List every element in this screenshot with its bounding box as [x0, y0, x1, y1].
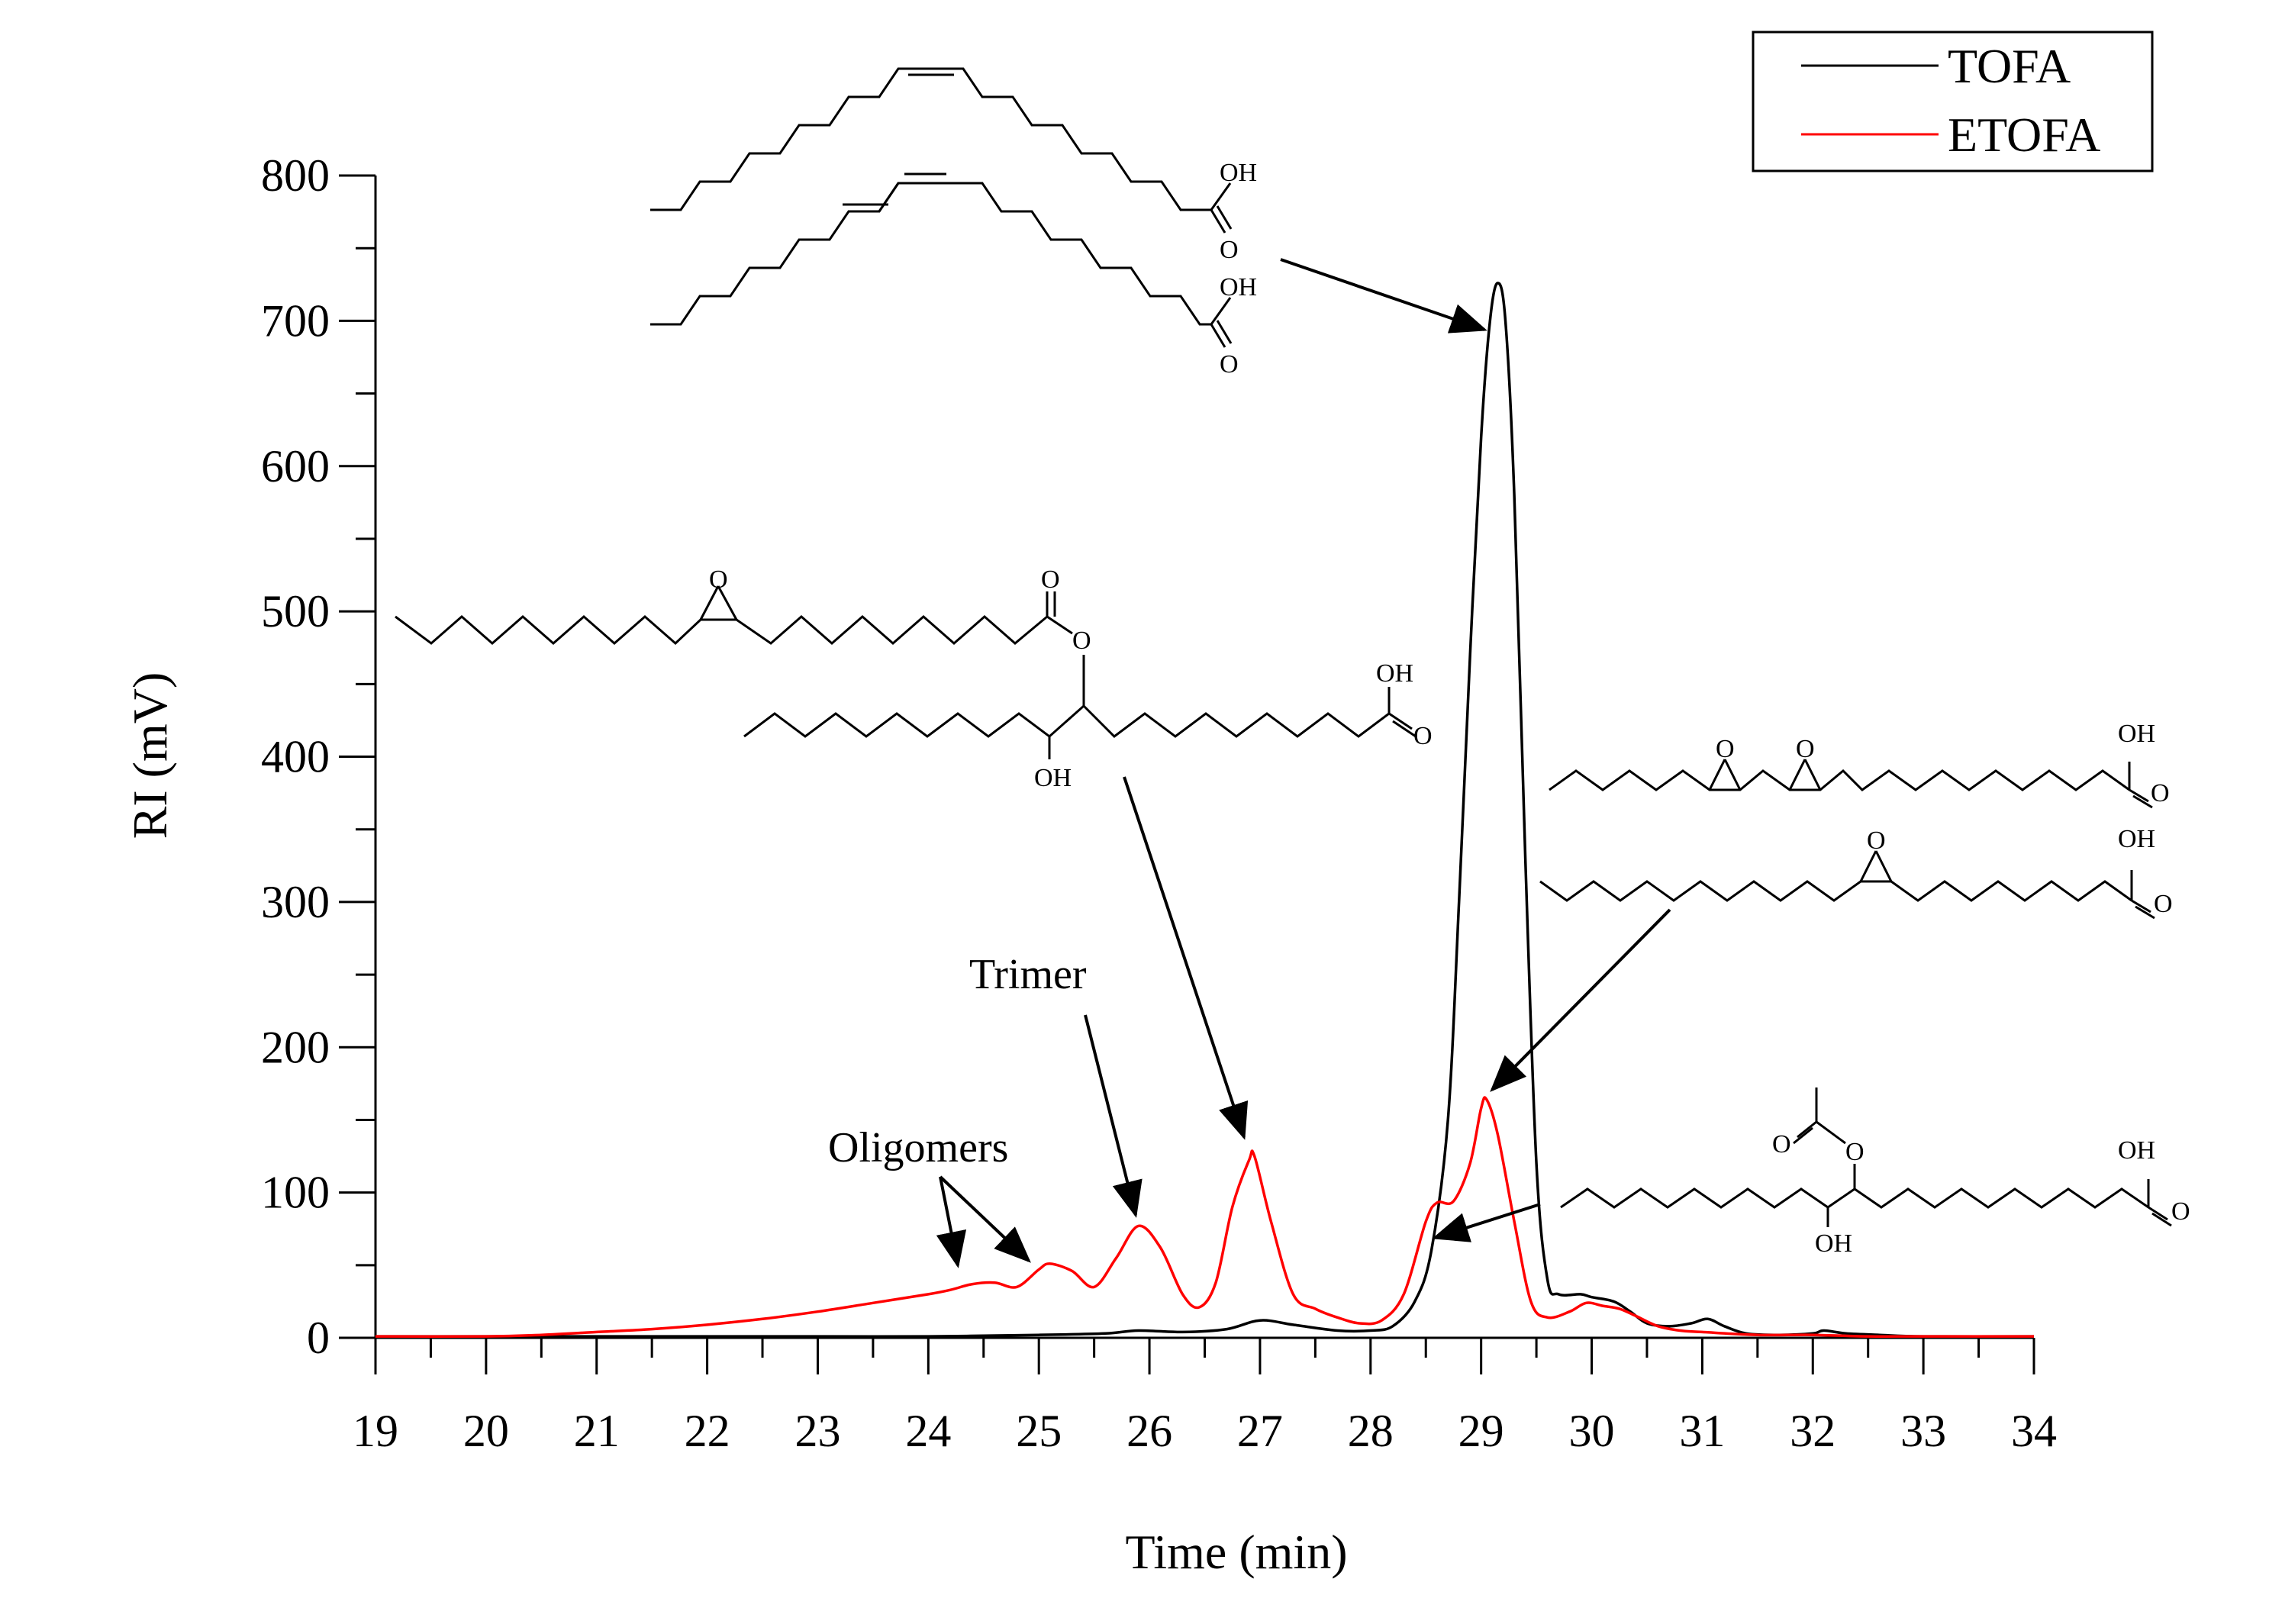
atom-o-acetoxy-acid: O: [2171, 1197, 2190, 1226]
x-tick-label: 32: [1790, 1406, 1836, 1456]
atom-o-acetoxy-ester: O: [1845, 1138, 1865, 1166]
atom-oh-dimer-acid: OH: [1376, 659, 1413, 688]
atom-o-epoxy-2: O: [1716, 735, 1735, 763]
x-tick-label: 21: [574, 1406, 620, 1456]
y-axis-label: RI (mV): [123, 672, 177, 839]
legend-etofa-label: ETOFA: [1948, 108, 2100, 162]
atom-o-epoxy-4: O: [1867, 826, 1886, 855]
molecule-linoleic-acid: OH O: [650, 172, 1257, 379]
x-tick-label: 20: [463, 1406, 509, 1456]
atom-oh-acetoxy-hydroxyl: OH: [1815, 1229, 1852, 1258]
atom-oh-2: OH: [1220, 273, 1257, 301]
atom-o-acetyl: O: [1772, 1130, 1791, 1158]
molecule-monoepoxy-acid: O OH O: [1539, 825, 2173, 920]
annotation-oligomers: Oligomers: [828, 1124, 1008, 1171]
y-tick-label: 200: [261, 1022, 330, 1072]
x-tick-label: 24: [905, 1406, 951, 1456]
atom-o-epoxy-1: O: [709, 566, 728, 594]
atom-o-epoxy-3: O: [1796, 735, 1815, 763]
ticks: 19 20 21 22 23 24 25 26 27 28 29 30 31 32 33 34 0 100 200 3…: [261, 150, 2057, 1456]
x-tick-label: 28: [1348, 1406, 1394, 1456]
atom-oh-dimer-hydroxyl: OH: [1034, 764, 1072, 792]
y-tick-label: 600: [261, 441, 330, 491]
atom-o-diepoxy: O: [2151, 779, 2170, 807]
x-tick-label: 31: [1679, 1406, 1725, 1456]
atom-o-2: O: [1220, 350, 1239, 379]
atom-o-1: O: [1220, 236, 1239, 264]
x-tick-label: 34: [2011, 1406, 2057, 1456]
arrow-oligomers-right: [939, 1175, 1031, 1263]
atom-o-dimer-acid: O: [1413, 722, 1433, 750]
series-line-etofa: [375, 1096, 2034, 1338]
y-tick-label: 400: [261, 732, 330, 782]
legend: TOFA ETOFA: [1752, 31, 2154, 172]
y-tick-label: 0: [307, 1313, 330, 1363]
series-lines: [375, 282, 2035, 1338]
annotation-trimer: Trimer: [969, 951, 1087, 998]
y-tick-label: 800: [261, 150, 330, 201]
arrow-to-epoxide-peak: [1490, 908, 1671, 1092]
x-tick-label: 22: [685, 1406, 730, 1456]
axes: [374, 176, 2034, 1339]
legend-box: [1752, 31, 2154, 172]
atom-oh-diepoxy: OH: [2118, 720, 2155, 748]
series-line-tofa: [375, 282, 2035, 1338]
x-tick-label: 23: [794, 1406, 840, 1456]
arrow-to-tofa-peak: [1280, 258, 1487, 334]
atom-oh-1: OH: [1220, 159, 1257, 187]
x-axis-label: Time (min): [1126, 1525, 1348, 1579]
atom-o-carbonyl: O: [1041, 566, 1060, 594]
arrow-to-trimer-peak: [1084, 1014, 1143, 1218]
x-tick-label: 26: [1126, 1406, 1172, 1456]
atom-oh-acetoxy-acid: OH: [2118, 1136, 2155, 1165]
y-tick-label: 100: [261, 1168, 330, 1218]
y-tick-label: 700: [261, 295, 330, 346]
y-tick-label: 300: [261, 877, 330, 927]
molecule-epoxy-ester-dimer: O O O OH OH O: [395, 566, 1433, 792]
y-tick-label: 500: [261, 586, 330, 636]
molecule-diepoxy-acid: O O OH O: [1549, 720, 2170, 809]
annotation-arrows: [936, 258, 1671, 1268]
x-tick-label: 29: [1458, 1406, 1504, 1456]
molecule-oleic-acid: OH O: [650, 67, 1257, 264]
atom-oh-monoepoxy: OH: [2118, 825, 2155, 853]
x-tick-label: 27: [1237, 1406, 1283, 1456]
x-tick-label: 19: [353, 1406, 398, 1456]
arrow-oligomers-left: [936, 1176, 967, 1268]
arrow-to-dimer-peak: [1123, 776, 1249, 1140]
x-tick-label: 30: [1569, 1406, 1615, 1456]
arrow-to-acetoxy-peak: [1432, 1203, 1541, 1242]
legend-tofa-label: TOFA: [1948, 39, 2071, 93]
molecule-acetoxy-hydroxy-acid: OH O O OH O: [1560, 1088, 2190, 1258]
x-tick-label: 25: [1016, 1406, 1062, 1456]
atom-o-ester: O: [1072, 627, 1091, 655]
x-tick-label: 33: [1900, 1406, 1946, 1456]
atom-o-monoepoxy: O: [2154, 890, 2173, 918]
